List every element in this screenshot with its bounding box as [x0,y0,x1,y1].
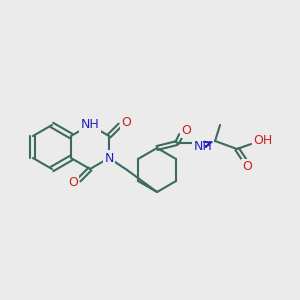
Text: N: N [104,152,114,164]
Text: NH: NH [81,118,99,131]
Text: O: O [242,160,252,173]
Text: O: O [181,124,191,136]
Text: O: O [68,176,78,188]
Text: OH: OH [254,134,273,148]
Text: O: O [121,116,131,130]
Text: NH: NH [194,140,212,152]
